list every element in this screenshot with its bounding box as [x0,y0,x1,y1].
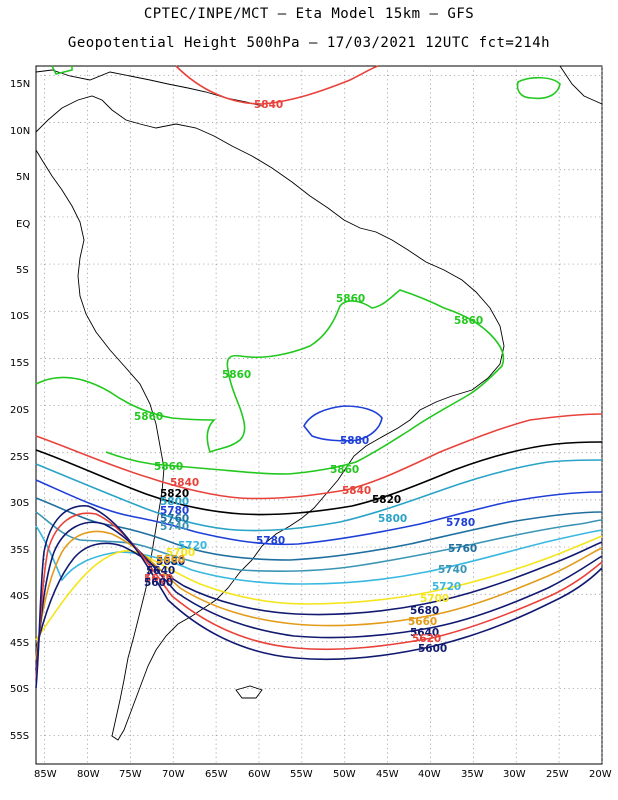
lon-label: 85W [34,769,57,780]
lon-label: 80W [77,769,100,780]
contour-label: 5840 [254,99,283,111]
height-contours [35,65,603,689]
lat-label: 50S [10,684,29,695]
contour-label: 5780 [446,517,475,529]
contour-label: 5720 [178,540,207,552]
contour-label: 5780 [256,535,285,547]
contour-label: 5860 [336,293,365,305]
contour-label: 5620 [412,633,441,645]
lon-label: 55W [290,769,313,780]
lat-label: 45S [10,638,29,649]
contour-label: 5820 [160,488,189,500]
contour-5600 [35,505,603,689]
contour-5660 [35,530,603,661]
contour-labels: 5840 5860 5860 5860 5860 5880 5860 5860 … [134,99,483,655]
contour-label: 5860 [154,461,183,473]
contour-label: 5660 [156,554,185,566]
lon-label: 65W [205,769,228,780]
contour-5700 [35,535,603,641]
contour-5720 [35,525,603,585]
contour-label: 5840 [170,477,199,489]
lat-label: 55S [10,731,29,742]
lon-label: 45W [376,769,399,780]
contour-5860-atlantic [516,76,561,100]
contour-label: 5800 [160,496,189,508]
contour-label: 5700 [166,547,195,559]
contour-5640 [35,521,603,671]
contour-label: 5600 [418,643,447,655]
contour-label: 5820 [372,494,401,506]
map-frame [35,65,603,765]
contour-5780 [35,479,603,546]
lat-label: 10N [10,126,30,137]
contour-label: 5640 [410,627,439,639]
contour-5760 [35,497,603,561]
contour-5820 [35,441,603,516]
lon-label: 20W [589,769,612,780]
lon-label: 70W [162,769,185,780]
contour-label: 5740 [438,564,467,576]
contour-label: 5680 [156,556,185,568]
contour-label: 5760 [448,543,477,555]
lon-label: 30W [503,769,526,780]
lat-label: 5N [16,172,30,183]
lon-label: 60W [248,769,271,780]
africa-coast-fragment [559,65,603,105]
contour-label: 5800 [378,513,407,525]
lat-label: 30S [10,498,29,509]
lon-label: 25W [546,769,569,780]
contour-label: 5780 [160,505,189,517]
caribbean-coastline [35,69,263,107]
contour-label: 5660 [408,616,437,628]
contour-5620 [35,512,603,681]
contour-5740 [35,511,603,572]
map-subtitle: Geopotential Height 500hPa – 17/03/2021 … [67,35,551,51]
contour-5860-caribbean [51,65,73,75]
falkland-islands [235,685,263,699]
longitude-labels: 85W 80W 75W 70W 65W 60W 55W 50W 45W 40W … [34,769,612,780]
contour-label: 5860 [454,315,483,327]
lat-label: 10S [10,311,29,322]
contour-label: 5740 [160,521,189,533]
contour-label: 5720 [432,581,461,593]
contour-5860-main [35,289,505,475]
contour-label: 5640 [146,565,175,577]
lat-label: 40S [10,591,29,602]
lat-label: 20S [10,405,29,416]
contour-label: 5760 [160,513,189,525]
lon-label: 75W [119,769,142,780]
contour-5840-main [35,413,603,500]
contour-label: 5860 [134,411,163,423]
lat-label: 15S [10,358,29,369]
contour-5840-north [175,65,379,105]
coastlines [35,65,603,741]
lon-label: 40W [418,769,441,780]
contour-5800 [35,459,603,532]
graticule [36,66,603,764]
contour-label: 5880 [340,435,369,447]
lat-label: 5S [16,265,29,276]
contour-label: 5680 [410,605,439,617]
contour-label: 5840 [342,485,371,497]
lat-label: 15N [10,79,30,90]
contour-label: 5860 [330,464,359,476]
map-title: CPTEC/INPE/MCT – Eta Model 15km – GFS [143,6,475,22]
lat-label: 35S [10,545,29,556]
contour-5880 [303,405,383,442]
latitude-labels: 15N 10N 5N EQ 5S 10S 15S 20S 25S 30S 35S… [10,79,30,742]
contour-5680 [35,541,603,651]
contour-label: 5620 [144,573,173,585]
contour-label: 5860 [222,369,251,381]
contour-label: 5700 [420,593,449,605]
lat-label: EQ [16,219,30,230]
contour-label: 5600 [144,577,173,589]
lon-label: 50W [333,769,356,780]
lat-label: 25S [10,452,29,463]
lon-label: 35W [461,769,484,780]
